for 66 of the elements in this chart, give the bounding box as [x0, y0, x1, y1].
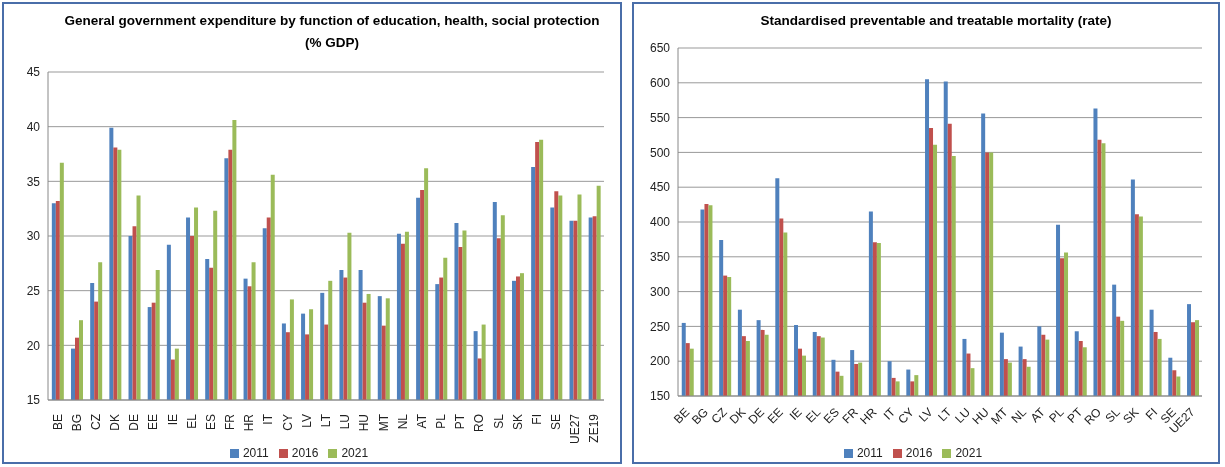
x-tick-label: ZE19	[587, 413, 602, 443]
x-tick-label: HU	[357, 414, 372, 432]
y-tick-label: 45	[26, 65, 41, 80]
x-tick-label: LV	[299, 414, 314, 428]
y-tick-label: 650	[649, 41, 671, 56]
y-tick-label: 550	[649, 110, 671, 125]
x-tick-label: FI	[1142, 405, 1161, 423]
x-tick-label: FI	[529, 414, 544, 425]
legend-label: 2011	[242, 446, 269, 460]
legend-label: 2016	[905, 446, 933, 460]
x-tick-label: DE	[127, 414, 142, 431]
x-tick-label: SK	[510, 414, 525, 431]
x-tick-label: BG	[69, 414, 84, 432]
x-tick-label: SL	[1102, 404, 1123, 426]
x-tick-label: PL	[434, 413, 449, 429]
y-tick-label: 400	[649, 215, 671, 230]
y-tick-label: 300	[649, 284, 671, 299]
y-tick-label: 25	[26, 283, 41, 298]
x-tick-label: IE	[165, 414, 180, 426]
x-tick-label: HR	[242, 413, 257, 432]
y-tick-label: 450	[649, 180, 671, 195]
x-tick-label: IT	[261, 413, 276, 425]
x-tick-label: LT	[319, 413, 333, 428]
x-tick-label: NL	[395, 413, 410, 430]
x-tick-label: NL	[1008, 404, 1030, 426]
x-tick-label: IE	[786, 405, 805, 423]
y-tick-label: 600	[649, 76, 671, 91]
y-tick-label: 15	[26, 393, 41, 408]
chart-title: Standardised preventable and treatable mortality (rate)	[759, 12, 1113, 30]
x-tick-label: FR	[223, 413, 238, 430]
legend-label: 2021	[341, 446, 369, 460]
x-tick-label: RO	[472, 414, 487, 432]
y-tick-label: 500	[649, 145, 671, 160]
x-tick-label: CY	[280, 414, 295, 431]
x-tick-label: LT	[935, 404, 955, 425]
x-tick-label: SK	[1120, 405, 1142, 427]
x-tick-label: SL	[491, 413, 506, 429]
legend-label: 2011	[856, 446, 883, 460]
x-tick-label: SE	[549, 414, 564, 431]
x-tick-label: PL	[1046, 404, 1067, 426]
x-tick-label: BE	[671, 405, 693, 427]
x-tick-label: LU	[338, 414, 353, 430]
x-tick-label: CZ	[88, 414, 103, 430]
legend-label: 2021	[955, 446, 983, 460]
y-tick-label: 40	[26, 119, 41, 134]
chart-title: General government expenditure by function of education, health, social protection (% GDP)	[64, 12, 600, 52]
x-tick-label: AT	[1027, 404, 1049, 426]
y-tick-label: 20	[26, 338, 41, 353]
x-tick-label: ES	[203, 414, 218, 431]
x-tick-label: UE27	[568, 413, 583, 445]
x-tick-label: MT	[376, 413, 391, 432]
legend-label: 2016	[291, 446, 319, 460]
y-tick-label: 30	[26, 229, 41, 244]
x-tick-label: LV	[915, 405, 936, 425]
x-tick-label: RO	[1081, 405, 1105, 428]
x-tick-label: EE	[146, 414, 161, 431]
y-tick-label: 35	[26, 174, 41, 189]
y-tick-label: 200	[649, 354, 671, 369]
x-tick-label: EL	[184, 413, 199, 429]
y-tick-label: 150	[649, 389, 671, 404]
x-tick-label: AT	[414, 413, 429, 429]
x-tick-label: DK	[108, 414, 123, 431]
y-tick-label: 350	[649, 250, 671, 265]
x-tick-label: BE	[50, 414, 65, 431]
y-tick-label: 250	[649, 319, 671, 334]
x-tick-label: PT	[453, 413, 468, 430]
